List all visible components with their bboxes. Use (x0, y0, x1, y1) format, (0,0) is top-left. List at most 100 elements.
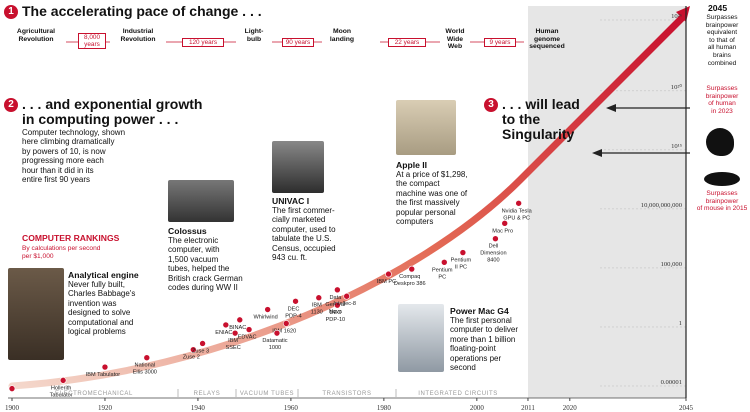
x-tick-label: 2045 (679, 404, 694, 412)
apple-callout: Apple II At a price of $1,298, the compa… (396, 160, 468, 226)
data-label: Whirlwind (254, 315, 278, 321)
data-point (385, 270, 392, 278)
data-label: Intellec-8 (333, 301, 356, 307)
section-3-title: . . . will lead to the Singularity (502, 96, 580, 142)
analytical-title: Analytical engine (68, 270, 139, 280)
text-2045: Surpasses brainpower equivalent to that … (705, 14, 739, 67)
x-tick-label: 1980 (377, 404, 392, 412)
apple-ii-image (396, 100, 456, 155)
data-label: PDP-10 (326, 317, 346, 323)
data-label: Datamatic (262, 338, 287, 344)
timeline-event: World Wide Web (445, 28, 465, 51)
era-label: RELAYS (194, 391, 221, 397)
y-tick-label: 1 (679, 320, 682, 327)
data-point (282, 320, 290, 327)
x-tick-label: 1960 (284, 404, 299, 412)
data-point (501, 220, 509, 227)
powermac-body: The first personal computer to deliver m… (450, 316, 519, 373)
future-shade (528, 6, 686, 398)
timeline-interval: 120 years (182, 38, 224, 47)
data-point (8, 385, 16, 392)
data-label: IBM 1620 (272, 328, 296, 334)
y-tick-label: 100,000 (661, 261, 683, 268)
y-tick-label: 0.00001 (661, 379, 682, 386)
data-point (492, 235, 499, 242)
data-point (408, 265, 416, 273)
data-label: IBM (312, 303, 322, 309)
x-tick-label: 2011 (521, 404, 535, 412)
data-label: Hollerith (51, 385, 72, 391)
colossus-body: The electronic computer, with 1,500 vacu… (168, 236, 243, 293)
data-label: Deskpro 386 (394, 281, 426, 287)
year-2045: 2045 (708, 3, 728, 13)
x-tick-label: 1920 (98, 404, 113, 412)
human-head-icon (706, 128, 734, 156)
data-label: Dell (489, 244, 499, 250)
univac-title: UNIVAC I (272, 196, 310, 206)
x-tick-label: 2000 (470, 404, 485, 412)
section-2-body: Computer technology, shown here climbing… (22, 128, 126, 185)
data-point (292, 297, 299, 305)
data-label: Zuse 3 (192, 348, 209, 354)
timeline-event: Industrial Revolution (120, 28, 156, 43)
data-label: GPU & PC (503, 215, 530, 221)
era-label: VACUUM TUBES (240, 391, 294, 397)
data-point (334, 301, 341, 309)
data-point (334, 286, 341, 294)
data-label: 8400 (487, 258, 499, 264)
data-label: IBM (228, 338, 238, 344)
data-label: Zuse 2 (183, 355, 200, 361)
data-label: II PC (455, 265, 467, 271)
analytical-callout: Analytical engine Never fully built, Cha… (68, 270, 139, 336)
data-point (231, 329, 239, 337)
apple-title: Apple II (396, 160, 428, 170)
text-2015: Surpasses brainpower of mouse in 2015 (696, 190, 748, 213)
data-point (245, 326, 253, 333)
data-point (101, 363, 109, 371)
section-3-badge: 3 (484, 98, 498, 112)
colossus-callout: Colossus The electronic computer, with 1… (168, 226, 243, 292)
data-label: ENIAC (215, 330, 232, 336)
data-label: IBM PC (377, 279, 396, 285)
timeline-interval: 22 years (388, 38, 426, 47)
data-point (440, 259, 448, 266)
data-label: SSEC (226, 345, 241, 351)
timeline-interval: 90 years (282, 38, 314, 47)
timeline-event: Human genome sequenced (529, 28, 565, 51)
univac-image (272, 141, 324, 193)
data-label: BINAC (229, 325, 246, 331)
data-label: DEC (329, 310, 341, 316)
data-label: Nova (329, 309, 343, 315)
timeline-event: Light- bulb (244, 28, 264, 43)
data-label: Pentium (451, 258, 472, 264)
mouse-icon (704, 172, 740, 186)
x-tick-label: 1900 (5, 404, 20, 412)
data-label: PC (438, 274, 446, 280)
univac-body: The first commer- cially marketed comput… (272, 206, 336, 263)
colossus-image (168, 180, 234, 222)
data-label: IBM Tabulator (86, 372, 121, 378)
powermac-title: Power Mac G4 (450, 306, 509, 316)
timeline-interval: 8,000 years (78, 33, 106, 49)
data-point (143, 354, 151, 361)
data-point (59, 377, 67, 384)
data-point (199, 340, 206, 347)
univac-callout: UNIVAC I The first commer- cially market… (272, 196, 336, 262)
y-tick-label: 10²⁶ (671, 13, 682, 20)
analytical-body: Never fully built, Charles Babbage's inv… (68, 280, 136, 337)
data-label: National (135, 363, 156, 369)
era-label: TRANSISTORS (322, 391, 371, 397)
section-1-title: The accelerating pace of change . . . (22, 3, 262, 19)
data-label: PDP-4 (285, 313, 301, 319)
data-point (236, 316, 244, 324)
data-label: DEC (288, 306, 300, 312)
data-point (459, 249, 467, 256)
data-label: 1000 (269, 345, 281, 351)
data-label: Pentium (432, 267, 453, 273)
x-tick-label: 2020 (563, 404, 578, 412)
colossus-title: Colossus (168, 226, 207, 236)
rankings-title: COMPUTER RANKINGS (22, 233, 120, 243)
timeline-interval: 9 years (484, 38, 516, 47)
data-label: 1130 (311, 310, 323, 316)
